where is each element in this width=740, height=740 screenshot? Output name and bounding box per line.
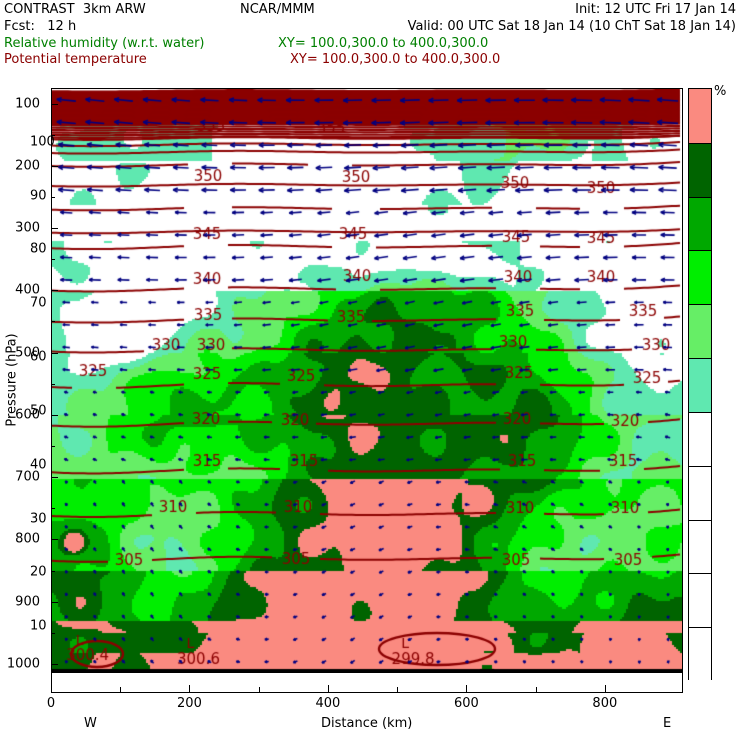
y-axis-tick-mark — [51, 477, 58, 479]
y-axis-minor-tick — [51, 570, 55, 572]
field-rh-xy-label: XY= 100.0,300.0 to 400.0,300.0 — [278, 36, 489, 51]
colorbar-tick-label: 70 — [30, 295, 47, 311]
x-axis-tick-label: 600 — [453, 696, 479, 711]
y-axis-tick-mark — [51, 601, 58, 603]
y-axis-tick-label: 900 — [15, 594, 40, 610]
y-axis-tick-label: 100 — [15, 96, 40, 112]
forecast-hour-label: Fcst: 12 h — [4, 19, 77, 34]
field-rh-label: Relative humidity (w.r.t. water) — [4, 36, 205, 51]
plot-data-area — [52, 89, 682, 673]
colorbar-unit-label: % — [714, 84, 727, 99]
colorbar-divider — [689, 465, 711, 467]
y-axis-tick-mark — [51, 539, 58, 541]
x-axis-minor-tick — [258, 687, 260, 693]
header-block: CONTRAST 3km ARW NCAR/MMM Init: 12 UTC F… — [0, 0, 740, 70]
y-axis-minor-tick — [51, 259, 55, 261]
y-axis-minor-tick — [51, 632, 55, 634]
x-axis-tick-label: 200 — [177, 696, 202, 711]
colorbar-tick-label: 40 — [30, 457, 47, 473]
y-axis-tick-label: 600 — [15, 407, 40, 423]
y-axis-title: Pressure (hPa) — [4, 333, 20, 427]
colorbar-divider — [689, 627, 711, 629]
colorbar-segment — [689, 250, 711, 305]
colorbar-segment — [689, 89, 711, 143]
field-theta-label: Potential temperature — [4, 52, 147, 67]
init-time-label: Init: 12 UTC Fri 17 Jan 14 — [575, 2, 736, 17]
x-axis-tick-mark — [189, 685, 191, 693]
colorbar-segment — [689, 411, 711, 466]
y-axis-minor-tick — [51, 196, 55, 198]
x-axis-tick-mark — [466, 685, 468, 693]
east-endpoint-label: E — [663, 716, 672, 731]
x-axis-tick-label: 400 — [315, 696, 341, 711]
x-axis-tick-mark — [327, 685, 329, 693]
colorbar-segment — [689, 196, 711, 251]
colorbar-tick-label: 30 — [30, 511, 47, 527]
y-axis-tick-mark — [51, 228, 58, 230]
valid-time-label: Valid: 00 UTC Sat 18 Jan 14 (10 ChT Sat … — [407, 19, 736, 34]
colorbar-segment — [689, 304, 711, 359]
colorbar-tick-label: 100 — [30, 134, 55, 150]
x-axis-tick-label: 800 — [592, 696, 618, 711]
colorbar-divider — [689, 196, 711, 198]
x-axis-minor-tick — [535, 687, 537, 693]
y-axis-tick-mark — [51, 103, 58, 105]
model-title: CONTRAST 3km ARW — [4, 2, 146, 17]
colorbar-divider — [689, 519, 711, 521]
y-axis-tick-label: 700 — [15, 469, 40, 485]
colorbar-tick-label: 90 — [30, 188, 47, 204]
y-axis-tick-label: 800 — [15, 531, 40, 547]
y-axis-tick-mark — [51, 290, 58, 292]
field-theta-xy-label: XY= 100.0,300.0 to 400.0,300.0 — [290, 52, 501, 67]
colorbar-divider — [689, 358, 711, 360]
colorbar-tick-label: 60 — [30, 349, 47, 365]
y-axis-tick-mark — [51, 663, 58, 665]
x-axis-minor-tick — [397, 687, 399, 693]
x-axis-tick-mark — [51, 685, 52, 693]
center-title: NCAR/MMM — [240, 2, 315, 17]
colorbar-tick-label: 80 — [30, 241, 47, 257]
y-axis-minor-tick — [51, 508, 55, 510]
y-axis-tick-mark — [51, 414, 58, 416]
y-axis-minor-tick — [51, 134, 55, 136]
x-axis-tick-mark — [604, 685, 606, 693]
y-axis-tick-label: 500 — [15, 345, 40, 361]
colorbar-segment — [689, 573, 711, 628]
colorbar-segment — [689, 519, 711, 574]
x-axis-minor-tick — [120, 687, 122, 693]
y-axis-tick-label: 1000 — [6, 656, 40, 672]
west-endpoint-label: W — [84, 716, 97, 731]
colorbar-segment — [689, 465, 711, 520]
colorbar-divider — [689, 304, 711, 306]
colorbar-divider — [689, 250, 711, 252]
y-axis-tick-label: 400 — [15, 282, 40, 298]
y-axis-tick-label: 200 — [15, 158, 40, 174]
colorbar-tick-label: 20 — [30, 564, 47, 580]
colorbar-tick-label: 10 — [30, 618, 47, 634]
wind-vector-layer — [52, 89, 682, 673]
x-axis-title: Distance (km) — [321, 716, 413, 731]
x-axis-tick-label: 0 — [46, 696, 56, 711]
y-axis-tick-mark — [51, 352, 58, 354]
y-axis-minor-tick — [51, 321, 55, 323]
colorbar-segment — [689, 627, 711, 681]
colorbar-tick-label: 50 — [30, 403, 47, 419]
colorbar-divider — [689, 142, 711, 144]
colorbar-divider — [689, 573, 711, 575]
y-axis-tick-label: 300 — [15, 220, 40, 236]
y-axis-tick-mark — [51, 165, 58, 167]
y-axis-minor-tick — [51, 383, 55, 385]
colorbar-segment — [689, 142, 711, 197]
colorbar-segment — [689, 358, 711, 412]
cross-section-plot — [51, 88, 683, 693]
colorbar-divider — [689, 411, 711, 413]
y-axis-minor-tick — [51, 445, 55, 447]
colorbar — [688, 88, 712, 681]
